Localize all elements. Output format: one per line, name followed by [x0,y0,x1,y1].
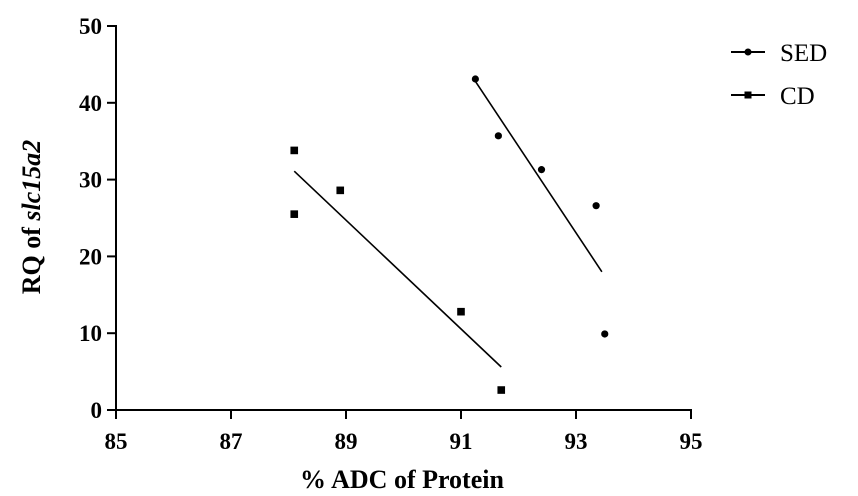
x-tick-label: 89 [335,429,358,454]
data-point-sed [537,166,546,174]
x-axis-title: % ADC of Protein [300,465,504,494]
legend-square-marker [744,91,752,99]
data-point-sed [494,132,502,140]
y-tick-label: 20 [79,244,102,269]
x-ticks: 85 87 89 91 93 95 [105,410,703,454]
data-point-sed [601,330,609,338]
legend-item-cd: CD [731,83,815,110]
y-tick-label: 40 [79,91,102,116]
data-point-cd [290,146,299,155]
data-point-cd [336,186,345,195]
y-axis-title: RQ of slc15a2 [17,140,46,295]
x-tick-label: 93 [565,429,588,454]
legend: SED CD [731,40,827,110]
x-tick-label: 87 [220,429,243,454]
x-tick-label: 85 [105,429,128,454]
legend-item-sed: SED [731,40,827,67]
y-tick-label: 10 [79,321,102,346]
fit-line-cd [293,170,502,368]
legend-label-sed: SED [780,40,827,67]
data-point-sed [592,202,600,210]
y-axis-title-gene: slc15a2 [17,140,46,222]
data-point-sed [471,75,479,83]
legend-circle-marker [744,48,752,56]
x-tick-label: 91 [450,429,473,454]
data-points [290,75,609,394]
data-point-cd [290,210,299,218]
fit-line-sed [474,80,603,273]
y-tick-label: 50 [79,14,102,39]
y-tick-label: 0 [91,398,103,423]
fit-lines [293,80,603,368]
legend-label-cd: CD [780,83,815,110]
y-ticks: 0 10 20 30 40 50 [79,14,116,423]
data-point-cd [457,307,465,316]
y-tick-label: 30 [79,168,102,193]
x-tick-label: 95 [680,429,703,454]
data-point-cd [497,386,506,394]
y-axis-title-prefix: RQ of [17,221,46,295]
axes [115,25,692,411]
